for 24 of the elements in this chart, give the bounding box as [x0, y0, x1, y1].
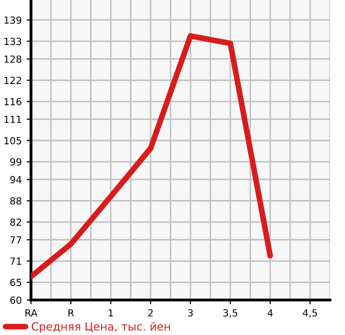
- y-tick-label: 88: [10, 197, 22, 205]
- x-tick-label: 3,5: [223, 309, 238, 318]
- y-tick-label: 65: [10, 278, 22, 286]
- y-tick-label: 99: [10, 158, 22, 166]
- y-tick-label: 77: [10, 236, 22, 244]
- legend-label: Средняя Цена, тыс. йен: [32, 322, 170, 333]
- x-tick-label: 1: [108, 309, 113, 316]
- y-tick-label: 82: [10, 218, 21, 226]
- x-tick-label: 2: [148, 309, 153, 316]
- y-tick-label: 128: [4, 55, 22, 63]
- y-tick-label: 105: [4, 136, 22, 144]
- x-tick-label: 4: [268, 309, 273, 316]
- y-tick-label: 94: [10, 176, 22, 184]
- y-tick-label: 139: [4, 16, 22, 24]
- x-tick-label: 3: [188, 309, 193, 317]
- x-tick-label: RA: [25, 309, 38, 316]
- y-tick-label: 133: [4, 38, 22, 46]
- y-tick-label: 116: [4, 98, 22, 106]
- x-tick-label: R: [68, 309, 74, 316]
- y-tick-label: 111: [4, 116, 22, 123]
- y-tick-label: 122: [4, 76, 21, 84]
- x-tick-label: 4,5: [302, 309, 317, 318]
- y-tick-label: 71: [10, 258, 22, 265]
- y-tick-label: 60: [10, 296, 22, 304]
